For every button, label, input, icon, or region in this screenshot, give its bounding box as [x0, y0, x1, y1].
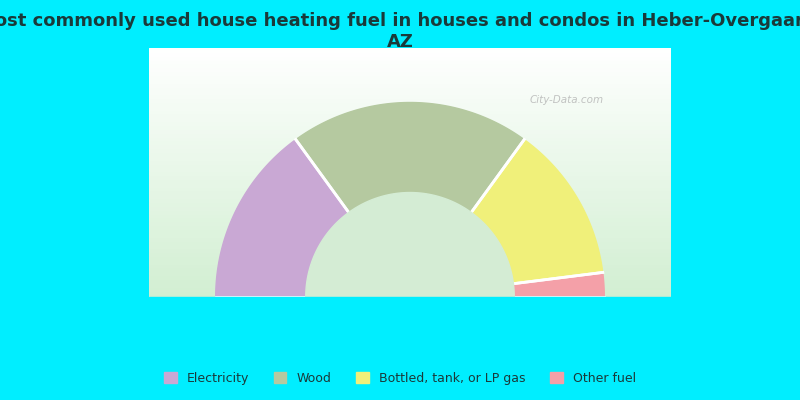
Bar [150, 264, 670, 268]
Bar [150, 114, 670, 117]
Bar [150, 271, 670, 275]
Bar [150, 94, 670, 98]
Bar [150, 79, 670, 83]
Bar [150, 190, 670, 194]
Bar [150, 144, 670, 148]
Bar [150, 102, 670, 106]
Text: City-Data.com: City-Data.com [530, 96, 604, 106]
Bar [150, 148, 670, 152]
Bar [150, 75, 670, 79]
Bar [150, 133, 670, 136]
Bar [150, 244, 670, 248]
Bar [150, 206, 670, 210]
Bar [150, 252, 670, 256]
Bar [150, 306, 670, 310]
Bar [150, 283, 670, 287]
Bar [150, 352, 670, 356]
Bar [150, 348, 670, 352]
Bar [150, 214, 670, 218]
Bar [150, 314, 670, 318]
Bar [150, 125, 670, 129]
Bar [150, 164, 670, 167]
Polygon shape [216, 140, 349, 297]
Bar [150, 225, 670, 229]
Bar [150, 136, 670, 140]
Bar [150, 140, 670, 144]
Bar [150, 171, 670, 175]
Bar [150, 329, 670, 333]
Bar [150, 67, 670, 71]
Bar [150, 233, 670, 237]
Polygon shape [514, 272, 604, 297]
Bar [150, 98, 670, 102]
Legend: Electricity, Wood, Bottled, tank, or LP gas, Other fuel: Electricity, Wood, Bottled, tank, or LP … [159, 367, 641, 390]
Bar [150, 160, 670, 164]
Bar [150, 202, 670, 206]
Bar [150, 344, 670, 348]
Bar [150, 179, 670, 183]
Bar [150, 48, 670, 52]
Bar [150, 325, 670, 329]
Bar [150, 310, 670, 314]
Bar [150, 298, 670, 302]
Bar [150, 90, 670, 94]
Bar [150, 86, 670, 90]
Bar [150, 167, 670, 171]
Bar [150, 52, 670, 56]
Bar [150, 218, 670, 221]
Bar [150, 71, 670, 75]
Bar [150, 337, 670, 341]
Bar [150, 129, 670, 133]
Bar [150, 341, 670, 344]
Bar [150, 275, 670, 279]
Bar [150, 210, 670, 214]
Bar [150, 268, 670, 271]
Bar [150, 248, 670, 252]
Bar [150, 83, 670, 86]
Bar [150, 63, 670, 67]
Bar [150, 186, 670, 190]
Bar [150, 198, 670, 202]
Bar [150, 237, 670, 240]
Bar [150, 221, 670, 225]
Bar [150, 287, 670, 290]
Bar [150, 260, 670, 264]
Polygon shape [150, 296, 670, 356]
Bar [150, 175, 670, 179]
Bar [150, 121, 670, 125]
Bar [150, 117, 670, 121]
Bar [150, 318, 670, 321]
Bar [150, 333, 670, 337]
Polygon shape [471, 140, 602, 284]
Bar [150, 156, 670, 160]
Bar [150, 229, 670, 233]
Polygon shape [296, 102, 524, 212]
Bar [150, 183, 670, 186]
Bar [150, 106, 670, 110]
Bar [150, 290, 670, 294]
Bar [150, 240, 670, 244]
Text: Most commonly used house heating fuel in houses and condos in Heber-Overgaard,
A: Most commonly used house heating fuel in… [0, 12, 800, 51]
Bar [150, 110, 670, 114]
Bar [150, 60, 670, 63]
Bar [150, 56, 670, 60]
Polygon shape [306, 192, 514, 297]
Bar [150, 194, 670, 198]
Bar [150, 302, 670, 306]
Bar [150, 279, 670, 283]
Bar [150, 321, 670, 325]
Bar [150, 256, 670, 260]
Bar [150, 152, 670, 156]
Bar [150, 294, 670, 298]
